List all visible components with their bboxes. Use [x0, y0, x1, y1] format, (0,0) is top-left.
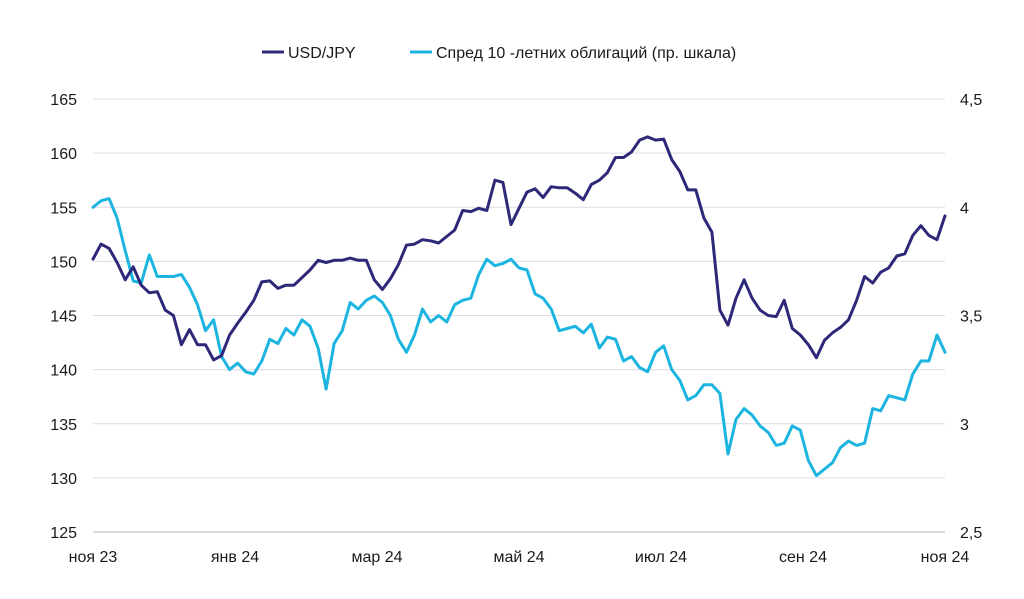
left-tick-label: 135	[50, 417, 77, 434]
x-tick-label: ноя 23	[69, 549, 118, 566]
left-tick-label: 145	[50, 309, 77, 326]
right-tick-label: 2,5	[960, 525, 982, 542]
left-tick-label: 140	[50, 363, 77, 380]
right-tick-label: 3	[960, 417, 969, 434]
left-tick-label: 150	[50, 254, 77, 271]
x-tick-label: июл 24	[635, 549, 687, 566]
x-axis-ticks: ноя 23 янв 24 мар 24 май 24 июл 24 сен 24 ноя …	[69, 549, 970, 566]
gridlines	[93, 98, 945, 533]
left-tick-label: 130	[50, 471, 77, 488]
left-axis-ticks: 125 130 135 140 145 150 155 160 165	[50, 92, 77, 542]
right-tick-label: 4	[960, 200, 969, 217]
x-tick-label: янв 24	[211, 549, 259, 566]
spread-line	[91, 197, 947, 478]
usdjpy-line	[91, 135, 947, 362]
left-tick-label: 155	[50, 200, 77, 217]
right-axis-ticks: 2,5 3 3,5 4 4,5	[960, 92, 982, 542]
right-tick-label: 3,5	[960, 309, 982, 326]
x-tick-label: ноя 24	[921, 549, 970, 566]
left-tick-label: 160	[50, 146, 77, 163]
right-tick-label: 4,5	[960, 92, 982, 109]
left-tick-label: 165	[50, 92, 77, 109]
left-tick-label: 125	[50, 525, 77, 542]
x-tick-label: сен 24	[779, 549, 827, 566]
series-lines	[91, 135, 947, 478]
legend-label-spread: Спред 10 -летних облигаций (пр. шкала)	[436, 45, 736, 62]
legend-label-usdjpy: USD/JPY	[288, 45, 356, 62]
x-tick-label: май 24	[493, 549, 544, 566]
x-tick-label: мар 24	[351, 549, 402, 566]
legend: USD/JPY Спред 10 -летних облигаций (пр. …	[262, 45, 736, 62]
